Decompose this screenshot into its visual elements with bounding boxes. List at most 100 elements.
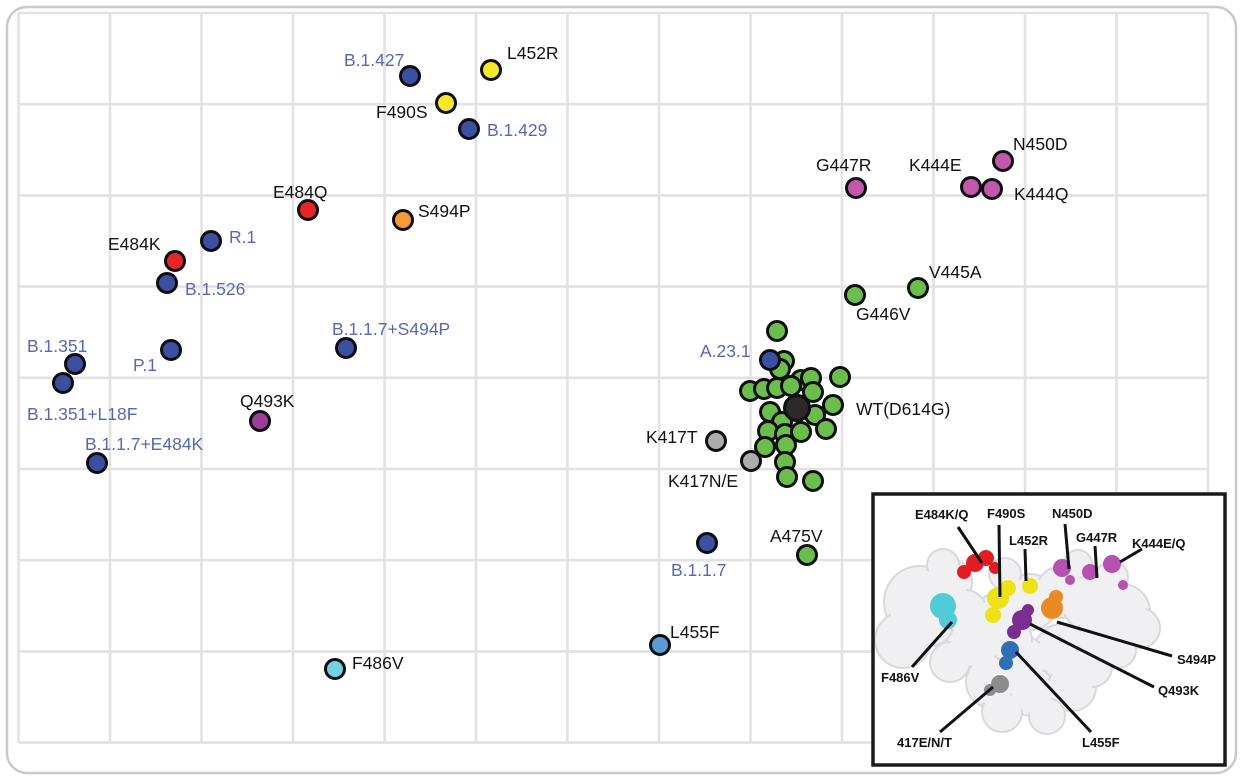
label-b-1-1-7-e484k: B.1.1.7+E484K — [85, 434, 204, 454]
surface-blob-top — [1012, 672, 1052, 712]
cluster-point — [815, 418, 837, 440]
label-p-1: P.1 — [133, 355, 157, 375]
point-b-1-427 — [399, 65, 421, 87]
point-b-1-351-l18f — [52, 372, 74, 394]
plot-grid — [17, 11, 1210, 744]
cluster-point — [766, 320, 788, 342]
cluster-point — [776, 466, 798, 488]
inset-patch-f490-yellow — [985, 578, 1038, 623]
patch-blob — [957, 565, 971, 579]
label-k417n-e: K417N/E — [668, 471, 738, 491]
inset-label-k444e-q: K444E/Q — [1132, 536, 1185, 551]
inset-leader-line — [997, 524, 1002, 598]
point-n450d — [992, 150, 1014, 172]
inset-patch-k444-magenta — [1053, 555, 1128, 590]
point-labels-group: B.1.427 L452R F490S B.1.429 E484Q S494P E484K R… — [27, 43, 1068, 673]
surface-blob-top — [1033, 702, 1061, 730]
point-a-23-1 — [759, 349, 781, 371]
label-b-1-526: B.1.526 — [185, 279, 245, 299]
inset-label-l452r: L452R — [1009, 533, 1049, 548]
point-wt-d614g — [783, 394, 811, 422]
point-l452r — [480, 59, 502, 81]
patch-blob — [939, 611, 957, 629]
label-g447r: G447R — [816, 155, 871, 175]
inset-label-q493k: Q493K — [1158, 683, 1200, 698]
label-f486v: F486V — [352, 653, 404, 673]
inset-leader-line — [1056, 620, 1173, 658]
patch-blob — [1103, 555, 1121, 573]
label-e484k: E484K — [108, 234, 161, 254]
patch-blob — [1118, 580, 1128, 590]
cluster-points-group — [739, 320, 851, 492]
label-wt-d614g: WT(D614G) — [856, 399, 950, 419]
label-v445a: V445A — [929, 262, 982, 282]
point-s494p — [392, 209, 414, 231]
point-l455f — [649, 634, 671, 656]
label-l455f: L455F — [670, 622, 720, 642]
point-r-1 — [200, 230, 222, 252]
inset-label-n450d: N450D — [1052, 506, 1092, 521]
point-g446v — [844, 284, 866, 306]
patch-blob — [1000, 580, 1016, 596]
label-b-1-427: B.1.427 — [344, 50, 404, 70]
label-q493k: Q493K — [240, 391, 295, 411]
patch-blob — [1022, 604, 1034, 616]
label-r-1: R.1 — [229, 227, 256, 247]
surface-blob-top — [1038, 628, 1086, 676]
inset-leader-line — [939, 685, 994, 734]
inset-leader-line — [1014, 650, 1093, 734]
plot-border — [5, 5, 1238, 775]
inset-patch-l455-blue — [999, 641, 1019, 670]
inset-label-f490s: F490S — [987, 506, 1026, 521]
patch-blob — [985, 607, 1001, 623]
label-a475v: A475V — [770, 526, 823, 546]
inset-label-f486v: F486V — [881, 670, 920, 685]
inset-label-g447r: G447R — [1076, 530, 1118, 545]
point-b-1-1-7 — [696, 532, 718, 554]
inset-leader-line — [1119, 547, 1143, 564]
point-f490s — [435, 92, 457, 114]
patch-blob — [1065, 575, 1075, 585]
inset-patch-e484-red — [957, 550, 1001, 579]
point-e484q — [297, 199, 319, 221]
point-b-1-429 — [458, 118, 480, 140]
surface-blob-top — [1124, 612, 1156, 644]
label-g446v: G446V — [856, 304, 911, 324]
label-b-1-1-7-s494p: B.1.1.7+S494P — [332, 319, 450, 339]
patch-blob — [1001, 641, 1019, 659]
point-k417n-e — [740, 450, 762, 472]
point-f486v — [324, 658, 346, 680]
patch-blob — [989, 562, 1001, 574]
inset-label-e484k-q: E484K/Q — [915, 507, 968, 522]
cluster-point — [802, 381, 824, 403]
patch-blob — [1053, 559, 1071, 577]
surface-blob-top — [934, 646, 966, 678]
label-e484q: E484Q — [273, 182, 327, 202]
cluster-point — [822, 394, 844, 416]
surface-blob-top — [931, 553, 955, 577]
patch-blob — [1082, 564, 1098, 580]
cluster-point — [754, 436, 776, 458]
patch-blob — [1007, 625, 1021, 639]
point-k444e — [960, 176, 982, 198]
cluster-point — [790, 421, 812, 443]
patch-blob — [1022, 578, 1038, 594]
label-s494p: S494P — [418, 201, 471, 221]
point-g447r — [845, 177, 867, 199]
point-b-1-1-7-s494p — [335, 337, 357, 359]
label-f490s: F490S — [376, 102, 428, 122]
cluster-point — [802, 470, 824, 492]
label-b-1-429: B.1.429 — [487, 120, 547, 140]
inset-leader-line — [956, 526, 984, 564]
patch-blob — [1049, 590, 1063, 604]
point-b-1-1-7-e484k — [86, 452, 108, 474]
point-k417t — [705, 430, 727, 452]
inset-label-s494p: S494P — [1177, 652, 1216, 667]
patch-blob — [999, 656, 1013, 670]
point-b-1-351 — [64, 353, 86, 375]
point-p-1 — [160, 339, 182, 361]
point-v445a — [907, 277, 929, 299]
